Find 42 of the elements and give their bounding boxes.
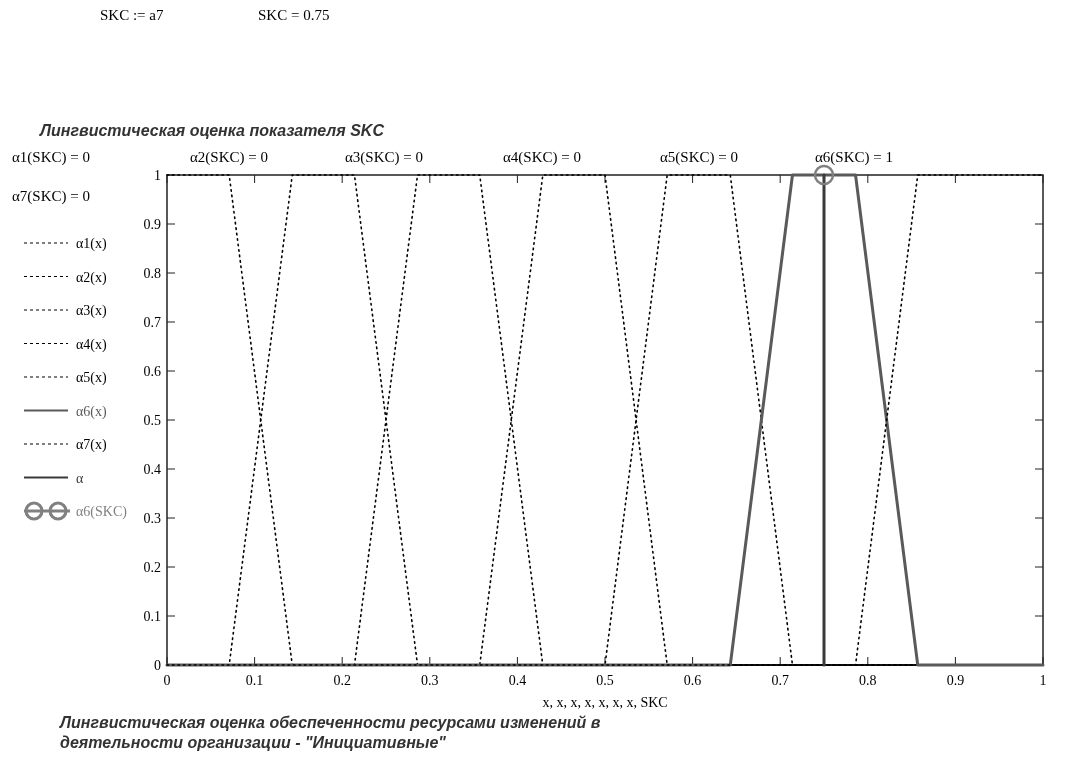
x-tick-label: 0.8 bbox=[859, 673, 877, 688]
legend-label: α5(x) bbox=[76, 370, 107, 386]
y-tick-label: 0.2 bbox=[143, 560, 161, 575]
legend-label: α1(x) bbox=[76, 236, 107, 252]
legend-label: α7(x) bbox=[76, 437, 107, 453]
y-tick-label: 0.7 bbox=[143, 315, 161, 330]
legend-label: α6(SKC) bbox=[76, 504, 128, 520]
x-tick-label: 0.9 bbox=[946, 673, 965, 688]
text: α4(SKC) = 0 bbox=[503, 149, 581, 166]
x-tick-label: 0.5 bbox=[596, 673, 614, 688]
text: α2(SKC) = 0 bbox=[190, 149, 268, 166]
y-tick-label: 0.4 bbox=[143, 462, 161, 477]
text: α6(SKC) = 1 bbox=[815, 149, 893, 166]
x-axis-title: x, x, x, x, x, x, x, SKC bbox=[542, 695, 668, 710]
y-tick-label: 0.6 bbox=[143, 364, 161, 379]
x-tick-label: 0.2 bbox=[333, 673, 351, 688]
legend-label: α2(x) bbox=[76, 269, 107, 286]
x-tick-label: 0.6 bbox=[683, 673, 702, 688]
legend-label: α bbox=[76, 470, 84, 486]
y-tick-label: 0.8 bbox=[143, 266, 161, 281]
chart-title: Лингвистическая оценка показателя SKC bbox=[39, 122, 385, 139]
x-tick-label: 0.4 bbox=[508, 673, 527, 688]
legend-label: α4(x) bbox=[76, 336, 107, 353]
legend-label: α3(x) bbox=[76, 303, 107, 319]
x-tick-label: 0.1 bbox=[245, 673, 264, 688]
x-tick-label: 0.7 bbox=[771, 673, 789, 688]
y-tick-label: 0.3 bbox=[143, 511, 161, 526]
y-tick-label: 0.9 bbox=[143, 217, 161, 232]
y-tick-label: 0 bbox=[154, 658, 161, 673]
y-tick-label: 0.5 bbox=[143, 413, 161, 428]
text: α1(SKC) = 0 bbox=[12, 149, 90, 166]
text: SKC = 0.75 bbox=[258, 7, 330, 23]
y-tick-label: 0.1 bbox=[143, 609, 161, 624]
legend-label: α6(x) bbox=[76, 403, 107, 420]
text: α5(SKC) = 0 bbox=[660, 149, 738, 166]
y-tick-label: 1 bbox=[154, 168, 161, 183]
text: Лингвистическая оценка обеспеченности ресурсами изменений в деятельности организации - "Инициативные" bbox=[59, 714, 601, 751]
text: SKC := a7 bbox=[100, 7, 164, 23]
text: α3(SKC) = 0 bbox=[345, 149, 423, 166]
x-tick-label: 0.3 bbox=[421, 673, 439, 688]
x-tick-label: 1 bbox=[1039, 673, 1047, 688]
text: α7(SKC) = 0 bbox=[12, 188, 90, 205]
